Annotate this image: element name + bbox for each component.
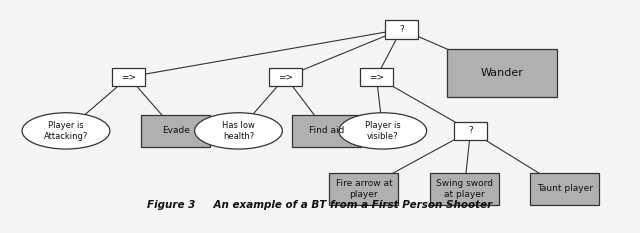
Text: Player is
Attacking?: Player is Attacking? bbox=[44, 121, 88, 140]
FancyBboxPatch shape bbox=[454, 122, 487, 140]
Text: ?: ? bbox=[399, 25, 404, 34]
Text: =>: => bbox=[278, 72, 293, 82]
Text: ?: ? bbox=[468, 126, 473, 135]
FancyBboxPatch shape bbox=[113, 68, 145, 86]
FancyBboxPatch shape bbox=[385, 20, 418, 39]
Ellipse shape bbox=[22, 113, 110, 149]
Text: Has low
health?: Has low health? bbox=[222, 121, 255, 140]
Text: Swing sword
at player: Swing sword at player bbox=[436, 179, 493, 199]
Text: Figure 3     An example of a BT from a First Person Shooter: Figure 3 An example of a BT from a First… bbox=[147, 200, 493, 210]
FancyBboxPatch shape bbox=[330, 173, 398, 205]
Ellipse shape bbox=[195, 113, 282, 149]
Text: =>: => bbox=[121, 72, 136, 82]
Text: Player is
visible?: Player is visible? bbox=[365, 121, 401, 140]
Text: Taunt player: Taunt player bbox=[536, 185, 593, 193]
FancyBboxPatch shape bbox=[141, 115, 211, 147]
Text: Evade: Evade bbox=[162, 126, 189, 135]
Text: Wander: Wander bbox=[481, 68, 524, 78]
Ellipse shape bbox=[339, 113, 427, 149]
FancyBboxPatch shape bbox=[360, 68, 393, 86]
Text: =>: => bbox=[369, 72, 384, 82]
FancyBboxPatch shape bbox=[292, 115, 361, 147]
Text: Fire arrow at
player: Fire arrow at player bbox=[335, 179, 392, 199]
Text: Find aid: Find aid bbox=[308, 126, 344, 135]
FancyBboxPatch shape bbox=[530, 173, 599, 205]
FancyBboxPatch shape bbox=[447, 49, 557, 97]
FancyBboxPatch shape bbox=[430, 173, 499, 205]
FancyBboxPatch shape bbox=[269, 68, 302, 86]
